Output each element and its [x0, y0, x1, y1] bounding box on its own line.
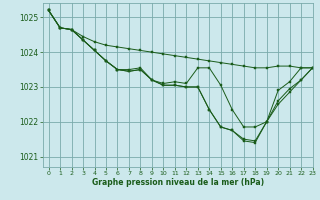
X-axis label: Graphe pression niveau de la mer (hPa): Graphe pression niveau de la mer (hPa): [92, 178, 264, 187]
